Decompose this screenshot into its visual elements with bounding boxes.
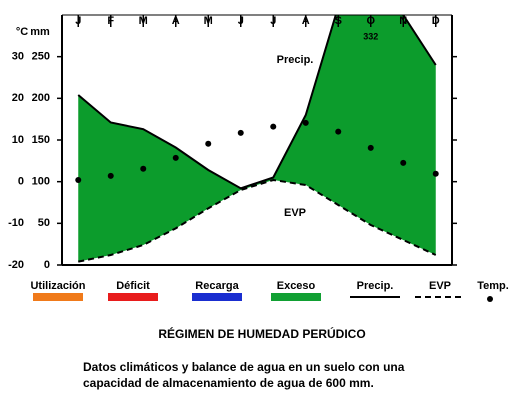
- legend-label: Temp.: [477, 280, 509, 292]
- caption-line: capacidad de almacenamiento de agua de 6…: [83, 376, 374, 390]
- temp-dot: [107, 172, 114, 179]
- y-tick-label: 50: [38, 217, 50, 229]
- legend-label: Recarga: [195, 280, 239, 292]
- series-annotation: EVP: [284, 207, 306, 219]
- temp-dot: [172, 154, 179, 161]
- y-tick-label: 0: [44, 259, 50, 271]
- y-tick-label: 200: [32, 92, 50, 104]
- temp-dot: [75, 177, 82, 183]
- legend-swatch: [33, 293, 83, 301]
- series-line: [77, 15, 437, 190]
- temp-dot: [335, 128, 342, 135]
- temp-dot: [140, 165, 147, 172]
- legend-label: Déficit: [116, 280, 150, 292]
- y2-tick-label: 10: [12, 134, 24, 146]
- series-annotation: Precip.: [277, 54, 314, 66]
- temp-dot: [432, 170, 439, 177]
- series-line: [78, 178, 437, 263]
- y2-unit: °C: [16, 26, 28, 38]
- legend-label: EVP: [429, 280, 451, 292]
- legend-label: Precip.: [357, 280, 394, 292]
- legend-swatch: [192, 293, 242, 301]
- temp-dot: [205, 140, 212, 147]
- chart-title: RÉGIMEN DE HUMEDAD PERÚDICO: [158, 326, 365, 341]
- y-tick-label: 250: [32, 51, 50, 63]
- legend-swatch: [108, 293, 158, 301]
- area-fill: [78, 15, 436, 262]
- temp-dot: [270, 123, 277, 130]
- y-tick-label: 150: [32, 134, 50, 146]
- temp-dot: [400, 159, 407, 166]
- legend-dot: [487, 296, 493, 302]
- y2-tick-label: 0: [18, 176, 24, 188]
- y-unit: mm: [30, 26, 50, 38]
- y2-tick-label: 30: [12, 51, 24, 63]
- temp-dot: [367, 144, 374, 151]
- temp-dot: [302, 119, 309, 126]
- legend-swatch: [271, 293, 321, 301]
- y2-tick-label: -10: [8, 217, 24, 229]
- value-label: 332: [363, 31, 378, 41]
- y-tick-label: 100: [32, 176, 50, 188]
- y2-tick-label: -20: [8, 259, 24, 271]
- caption-line: Datos climáticos y balance de agua en un…: [83, 360, 405, 374]
- y2-tick-label: 20: [12, 92, 24, 104]
- legend-label: Exceso: [277, 280, 316, 292]
- legend-label: Utilización: [30, 280, 85, 292]
- temp-dot: [237, 129, 244, 136]
